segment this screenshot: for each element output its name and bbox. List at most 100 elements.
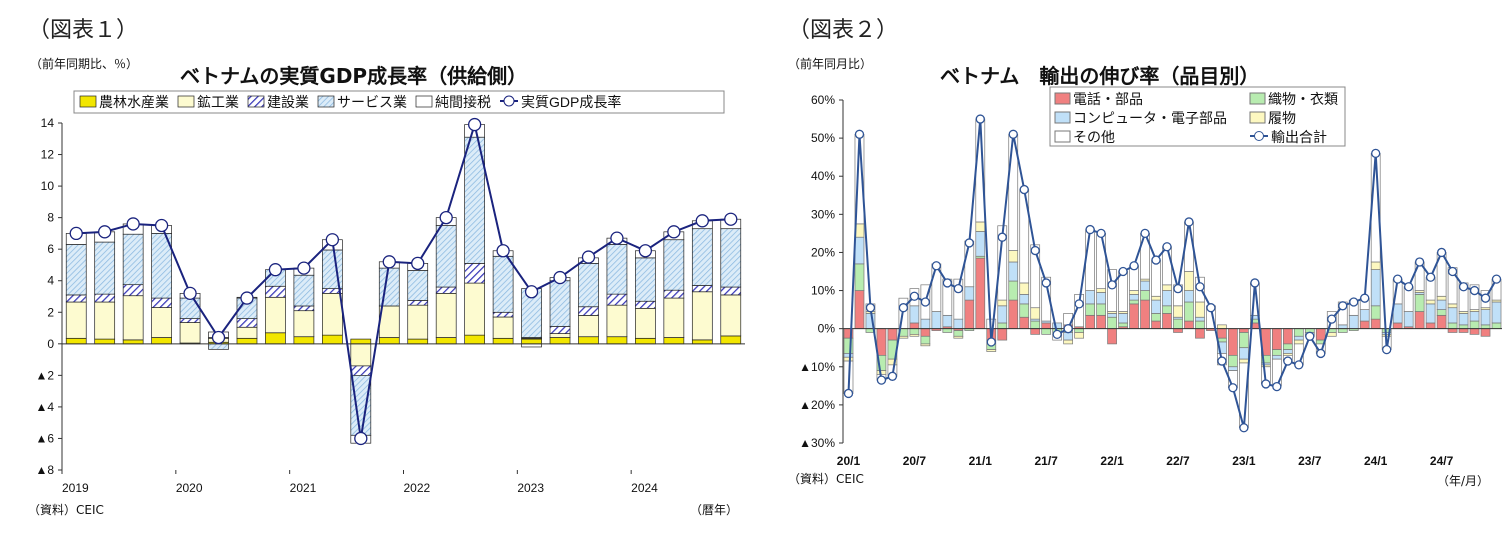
bar-segment bbox=[1239, 358, 1249, 364]
bar-segment bbox=[606, 293, 628, 306]
bar-segment bbox=[407, 304, 429, 340]
x-tick-label: 22/7 bbox=[1166, 454, 1190, 468]
bar-segment bbox=[1019, 303, 1030, 318]
line-point bbox=[1349, 297, 1359, 307]
bar-segment bbox=[122, 284, 144, 297]
line-point bbox=[1425, 272, 1436, 282]
bar-segment bbox=[1085, 314, 1095, 330]
line-point bbox=[1063, 324, 1073, 334]
line-point bbox=[1283, 356, 1293, 366]
bar-segment bbox=[1239, 332, 1249, 349]
bar-segment bbox=[492, 316, 514, 339]
x-tick-label: 2020 bbox=[176, 481, 203, 495]
y-tick-label: ▲20% bbox=[799, 398, 835, 412]
bar-segment bbox=[1107, 269, 1117, 312]
bar-segment bbox=[94, 338, 116, 345]
bar-segment bbox=[1030, 328, 1041, 335]
bar-segment bbox=[1359, 309, 1370, 322]
bar-segment bbox=[1271, 354, 1282, 360]
line-point bbox=[887, 371, 898, 381]
line-point bbox=[1041, 278, 1051, 288]
line-point bbox=[126, 217, 140, 231]
bar-segment bbox=[236, 318, 258, 328]
bar-segment bbox=[1096, 233, 1106, 289]
bar-segment bbox=[1414, 311, 1425, 330]
line-point bbox=[1480, 293, 1491, 303]
x-tick-label: 23/7 bbox=[1298, 454, 1322, 468]
line-point bbox=[1096, 228, 1106, 239]
x-tick-label: 24/7 bbox=[1430, 454, 1454, 468]
figure-2-source: （資料）CEIC bbox=[788, 472, 864, 486]
legend-label: 建設業 bbox=[267, 94, 309, 110]
bar-segment bbox=[1096, 303, 1106, 316]
bar-segment bbox=[1008, 280, 1019, 301]
bar-segment bbox=[122, 295, 144, 341]
bar-segment bbox=[1469, 328, 1480, 335]
bar-segment bbox=[720, 228, 742, 288]
bar-segment bbox=[1480, 324, 1491, 330]
bar-segment bbox=[1184, 271, 1194, 291]
x-tick-label: 2023 bbox=[517, 481, 544, 495]
bar-segment bbox=[1096, 292, 1106, 305]
bar-segment bbox=[65, 337, 87, 345]
bar-segment bbox=[1436, 299, 1447, 310]
bar-segment bbox=[350, 338, 372, 345]
legend-box bbox=[73, 90, 725, 114]
bar-segment bbox=[1085, 290, 1095, 305]
bar-segment bbox=[378, 337, 400, 345]
bar-segment bbox=[1074, 294, 1084, 328]
bar-segment bbox=[1096, 314, 1106, 330]
bar-segment bbox=[1118, 313, 1128, 324]
figure-1-title: ベトナムの実質GDP成長率（供給側） bbox=[180, 64, 528, 88]
line-point bbox=[724, 212, 738, 226]
bar-segment bbox=[1041, 322, 1052, 330]
bar-segment bbox=[1480, 309, 1491, 326]
line-point bbox=[854, 129, 865, 139]
bar-segment bbox=[464, 334, 485, 345]
y-tick-label: 60% bbox=[811, 93, 835, 107]
y-tick-label: ▲30% bbox=[799, 436, 835, 450]
line-point bbox=[354, 431, 368, 446]
bar-segment bbox=[322, 292, 343, 336]
bar-segment bbox=[1359, 320, 1370, 330]
bar-segment bbox=[1195, 328, 1205, 339]
y-tick-label: 10% bbox=[811, 284, 835, 298]
bar-segment bbox=[1403, 311, 1414, 328]
line-point bbox=[297, 261, 311, 275]
bar-segment bbox=[854, 236, 865, 265]
bar-segment bbox=[997, 328, 1008, 341]
figure-2-xlabel: （年/月） bbox=[1437, 474, 1490, 488]
bar-segment bbox=[1140, 280, 1150, 291]
figure-2-title: ベトナム 輸出の伸び率（品目別） bbox=[940, 64, 1260, 88]
bar-segment bbox=[986, 349, 997, 352]
bar-segment bbox=[1085, 303, 1095, 316]
bar-segment bbox=[606, 244, 628, 295]
bar-segment bbox=[1228, 328, 1238, 356]
bar-segment bbox=[549, 337, 571, 345]
bar-segment bbox=[1107, 316, 1117, 330]
bar-segment bbox=[909, 322, 920, 330]
line-point bbox=[581, 250, 596, 264]
total-line bbox=[76, 120, 731, 439]
bar-segment bbox=[293, 336, 315, 345]
bar-segment bbox=[663, 297, 685, 338]
x-tick-label: 24/1 bbox=[1364, 454, 1388, 468]
bar-segment bbox=[1447, 307, 1458, 324]
bar-segment bbox=[931, 311, 942, 330]
figure-1-label: （図表１） bbox=[28, 18, 139, 43]
line-point bbox=[382, 255, 396, 269]
line-point bbox=[1173, 283, 1183, 294]
legend-label: 鉱工業 bbox=[197, 94, 239, 110]
x-tick-label: 21/7 bbox=[1035, 454, 1059, 468]
bar-segment bbox=[1019, 282, 1030, 295]
line-point bbox=[1393, 274, 1403, 284]
line-point bbox=[183, 286, 197, 300]
y-tick-label: 4 bbox=[47, 274, 54, 288]
bar-segment bbox=[1337, 328, 1348, 333]
bar-segment bbox=[1085, 229, 1095, 291]
bar-segment bbox=[1228, 366, 1238, 371]
line-point bbox=[1382, 344, 1392, 355]
bar-segment bbox=[578, 306, 599, 316]
bar-segment bbox=[1162, 246, 1172, 286]
bar-segment bbox=[1271, 328, 1282, 350]
